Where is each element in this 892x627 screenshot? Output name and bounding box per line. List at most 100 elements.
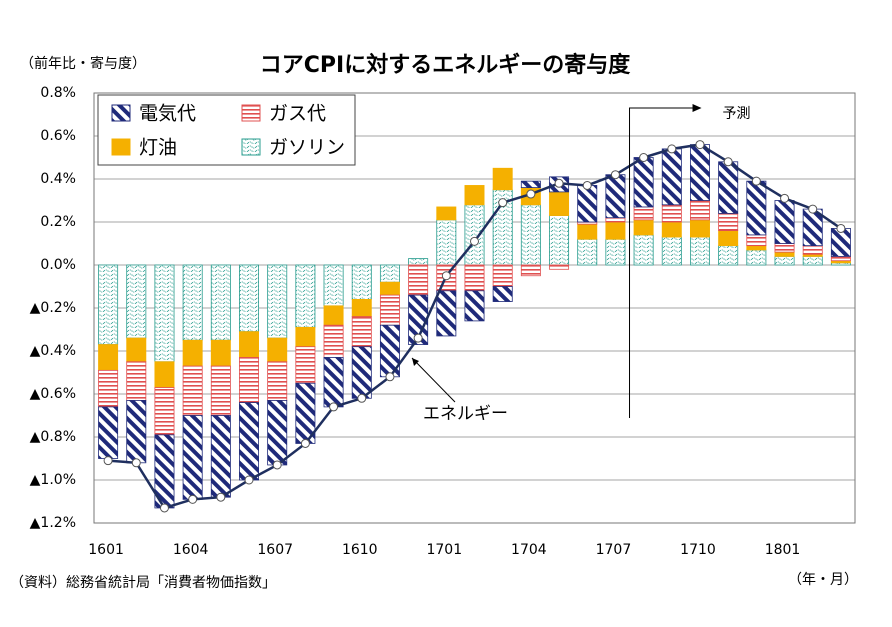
bar-segment (520, 204, 541, 266)
bar-segment (436, 290, 457, 337)
bar-segment (520, 264, 541, 277)
bar-segment (492, 286, 513, 302)
energy-point (639, 153, 649, 162)
bar-segment (436, 206, 457, 221)
bar-segment (633, 157, 654, 208)
bar-segment (633, 206, 654, 221)
bar-segment (774, 200, 795, 244)
energy-point (470, 236, 479, 246)
energy-point (272, 460, 282, 470)
x-axis-label: （年・月） (788, 572, 858, 588)
y-tick-label: 0.6% (40, 128, 76, 144)
legend-swatch (111, 138, 131, 156)
bar-segment (464, 204, 485, 266)
bar-segment (126, 264, 147, 339)
bar-segment (210, 264, 231, 341)
line-label: エネルギー (423, 404, 508, 424)
energy-point (526, 189, 536, 199)
energy-point (610, 170, 620, 180)
bar-segment (746, 180, 767, 236)
bar-segment (661, 221, 682, 238)
bar-segment (549, 264, 570, 270)
x-tick-label: 1610 (342, 542, 378, 558)
energy-point (836, 223, 846, 233)
annotation: 予測 (723, 106, 751, 122)
x-tick-label: 1701 (426, 542, 462, 558)
y-tick-label: 0.2% (40, 214, 76, 230)
bar-segment (689, 236, 710, 266)
x-tick-label: 1707 (596, 542, 632, 558)
bar-segment (408, 258, 429, 266)
x-tick-label: 1710 (680, 542, 716, 558)
bar-segment (239, 402, 260, 481)
bar-segment (661, 204, 682, 223)
forecast-arrow (629, 107, 695, 418)
x-tick-label: 1704 (511, 542, 547, 558)
bar-segment (549, 191, 570, 216)
bar-segment (492, 264, 513, 287)
energy-point (300, 438, 310, 448)
energy-point (695, 140, 705, 150)
y-tick-label: ▲0.2% (30, 300, 76, 316)
bar-segment (126, 400, 147, 464)
legend-swatch (111, 104, 131, 122)
energy-point (498, 198, 508, 208)
energy-point (808, 204, 818, 214)
bar-segment (492, 167, 513, 191)
bar-segment (126, 337, 147, 363)
plot-border (93, 92, 856, 524)
y-tick-label: ▲1.0% (30, 472, 76, 488)
bar-segment (689, 200, 710, 221)
y-axis-label: （前年比・寄与度） (20, 55, 146, 72)
bar-segment (802, 255, 823, 266)
bar-segment (774, 243, 795, 253)
bar-segment (379, 294, 400, 326)
bar-segment (98, 406, 119, 459)
bar-segment (605, 217, 626, 223)
legend-label: ガス代 (269, 103, 326, 125)
chart-title: コアCPIに対するエネルギーの寄与度 (260, 52, 631, 78)
legend-label: ガソリン (269, 137, 345, 159)
energy-point (667, 144, 677, 154)
bar-segment (464, 185, 485, 206)
bar-segment (520, 180, 541, 188)
bar-segment (549, 215, 570, 266)
x-tick-label: 1604 (173, 542, 209, 558)
bar-segment (633, 219, 654, 236)
legend-swatch (241, 104, 261, 122)
bar-segment (98, 369, 119, 408)
bar-segment (746, 245, 767, 251)
bar-segment (295, 326, 316, 348)
bar-segment (126, 361, 147, 401)
y-tick-label: ▲0.4% (30, 343, 76, 359)
bar-segment (210, 339, 231, 367)
bar-segment (267, 264, 288, 339)
source: （資料）総務省統計局「消費者物価指数」 (10, 575, 276, 591)
bar-segment (577, 238, 598, 266)
bar-segment (464, 264, 485, 292)
bar-segment (267, 337, 288, 363)
bar-segment (718, 161, 739, 214)
bar-segment (351, 346, 372, 399)
bar-segment (154, 387, 175, 436)
energy-point (216, 492, 226, 502)
bar-segment (267, 361, 288, 401)
pointer-head (412, 358, 419, 366)
bar-segment (210, 365, 231, 416)
bar-segment (351, 264, 372, 300)
forecast-arrow-head (692, 104, 702, 112)
legend-label: 灯油 (139, 137, 177, 159)
bar-segment (351, 298, 372, 317)
bar-segment (379, 281, 400, 296)
bar-segment (154, 361, 175, 388)
legend-label: 電気代 (139, 103, 196, 125)
bar-segment (746, 234, 767, 247)
legend-box (97, 94, 356, 166)
bar-segment (182, 365, 203, 416)
bar-segment (718, 245, 739, 266)
y-tick-label: 0.8% (40, 85, 76, 101)
energy-point (441, 271, 451, 281)
energy-point (103, 456, 113, 466)
bar-segment (802, 245, 823, 255)
